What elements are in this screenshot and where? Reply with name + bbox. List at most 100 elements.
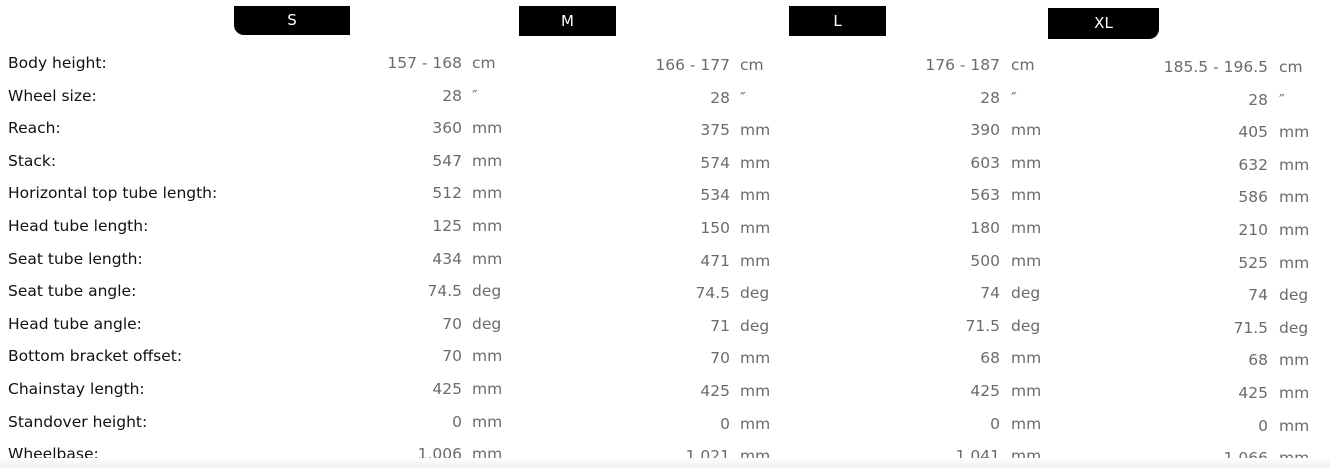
value-s: 0 (452, 412, 462, 431)
unit: mm (1011, 121, 1042, 140)
unit: mm (740, 349, 771, 368)
value-s: 157 - 168 (387, 54, 462, 72)
value-xl: 632 (1238, 155, 1268, 174)
unit: deg (1011, 316, 1041, 335)
value-m: 0 (720, 414, 730, 433)
unit: mm (472, 184, 503, 203)
value-s: 70 (442, 314, 462, 333)
unit: mm (472, 380, 503, 398)
value-m: 150 (700, 219, 730, 237)
unit: mm (1279, 123, 1310, 142)
bottom-fade (0, 458, 1330, 468)
value-m: 70 (710, 349, 730, 368)
row-label: Horizontal top tube length: (8, 184, 218, 203)
value-l: 500 (970, 251, 1000, 270)
unit: mm (740, 219, 771, 237)
unit: deg (1011, 284, 1041, 303)
unit: mm (1011, 153, 1042, 172)
value-s: 547 (432, 151, 462, 170)
value-xl: 425 (1238, 384, 1268, 402)
value-s: 28 (442, 86, 462, 105)
size-tab-m[interactable]: M (519, 6, 616, 36)
unit: deg (740, 284, 770, 303)
value-m: 74.5 (695, 284, 730, 303)
unit: cm (740, 56, 764, 74)
size-tab-l[interactable]: L (789, 6, 886, 36)
value-l: 28 (980, 88, 1000, 107)
unit: mm (1279, 188, 1310, 207)
row-label: Reach: (8, 119, 61, 138)
unit: mm (1011, 186, 1042, 205)
value-m: 574 (700, 153, 730, 172)
value-xl: 0 (1258, 416, 1268, 435)
unit: mm (740, 186, 771, 205)
value-s: 425 (432, 380, 462, 398)
unit: mm (472, 249, 503, 268)
row-label: Body height: (8, 54, 107, 72)
row-label: Seat tube angle: (8, 282, 137, 301)
unit: deg (1279, 286, 1309, 305)
value-xl: 74 (1248, 286, 1268, 305)
unit: mm (740, 382, 771, 400)
unit: mm (1011, 349, 1042, 368)
unit: mm (472, 412, 503, 431)
unit: mm (1279, 221, 1310, 239)
size-tab-s[interactable]: S (234, 6, 350, 35)
value-s: 434 (432, 249, 462, 268)
value-s: 74.5 (427, 282, 462, 301)
row-label: Head tube angle: (8, 314, 142, 333)
value-l: 74 (980, 284, 1000, 303)
unit: ″ (1011, 88, 1017, 107)
unit: mm (1279, 351, 1310, 370)
value-xl: 71.5 (1233, 318, 1268, 337)
value-m: 471 (700, 251, 730, 270)
value-s: 512 (432, 184, 462, 203)
unit: mm (1011, 219, 1042, 237)
value-xl: 210 (1238, 221, 1268, 239)
value-l: 68 (980, 349, 1000, 368)
value-m: 28 (710, 88, 730, 107)
row-label: Standover height: (8, 412, 148, 431)
value-l: 0 (990, 414, 1000, 433)
unit: ″ (740, 88, 746, 107)
row-label: Head tube length: (8, 217, 149, 235)
value-m: 71 (710, 316, 730, 335)
unit: mm (1279, 253, 1310, 272)
row-label: Stack: (8, 151, 57, 170)
unit: cm (1011, 56, 1035, 74)
value-xl: 28 (1248, 90, 1268, 109)
unit: deg (1279, 318, 1309, 337)
row-label: Wheel size: (8, 86, 97, 105)
value-l: 71.5 (965, 316, 1000, 335)
unit: mm (472, 217, 503, 235)
value-m: 375 (700, 121, 730, 140)
value-m: 166 - 177 (655, 56, 730, 74)
value-xl: 586 (1238, 188, 1268, 207)
unit: mm (472, 119, 503, 138)
unit: mm (740, 153, 771, 172)
value-xl: 525 (1238, 253, 1268, 272)
value-s: 70 (442, 347, 462, 366)
row-label: Bottom bracket offset: (8, 347, 183, 366)
value-s: 360 (432, 119, 462, 138)
unit: ″ (1279, 90, 1285, 109)
unit: mm (740, 251, 771, 270)
unit: cm (1279, 58, 1303, 76)
value-s: 125 (432, 217, 462, 235)
value-xl: 68 (1248, 351, 1268, 370)
row-label: Chainstay length: (8, 380, 145, 398)
unit: deg (740, 316, 770, 335)
value-l: 390 (970, 121, 1000, 140)
unit: deg (472, 282, 502, 301)
value-l: 563 (970, 186, 1000, 205)
value-m: 534 (700, 186, 730, 205)
unit: ″ (472, 86, 478, 105)
unit: deg (472, 314, 502, 333)
unit: mm (1011, 414, 1042, 433)
unit: mm (1279, 384, 1310, 402)
value-l: 425 (970, 382, 1000, 400)
unit: mm (472, 151, 503, 170)
unit: cm (472, 54, 496, 72)
size-tab-xl[interactable]: XL (1048, 8, 1159, 39)
value-l: 180 (970, 219, 1000, 237)
